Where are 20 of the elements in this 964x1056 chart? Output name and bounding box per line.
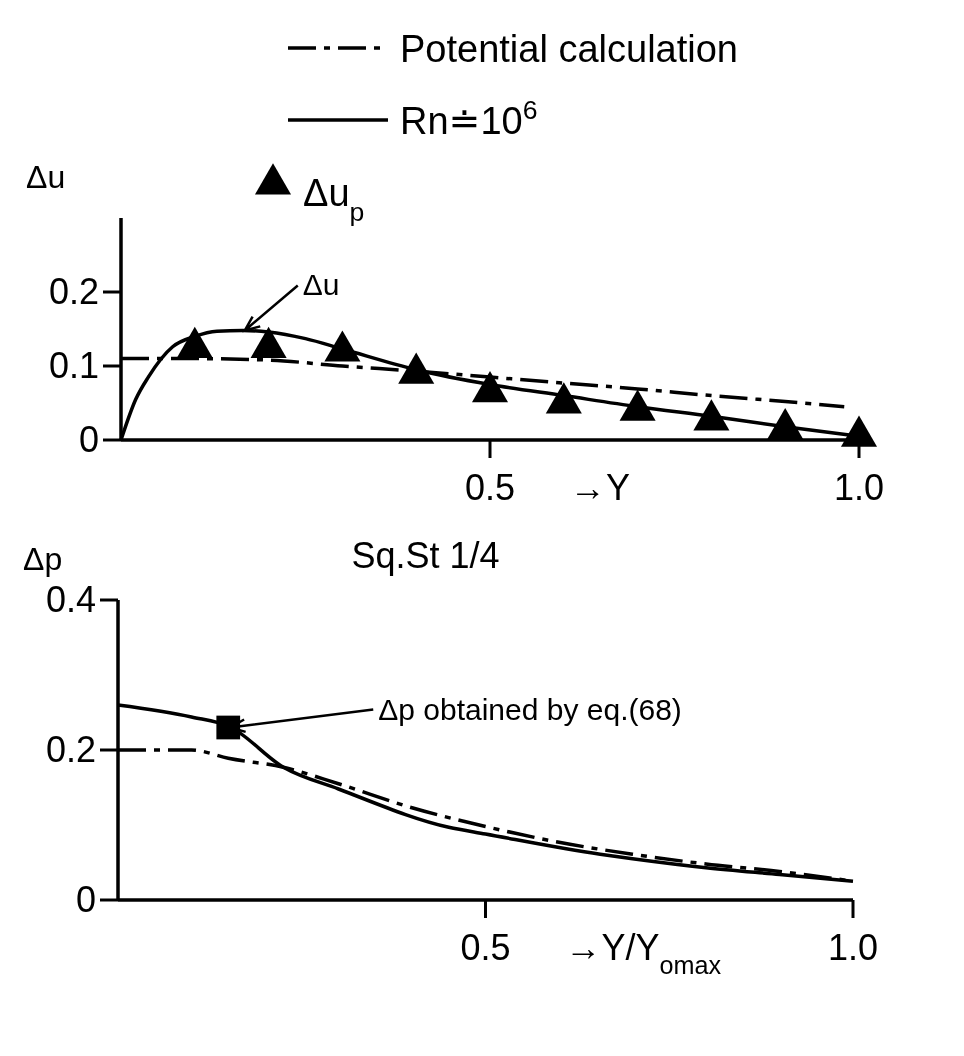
legend-label: Δu$_{p}$	[303, 172, 365, 227]
chart-title: Sq.St 1/4	[351, 535, 500, 576]
x-tick-label: 1.0	[833, 467, 885, 508]
x-tick-label: 0.5	[464, 467, 516, 508]
y-tick-label: 0.2	[45, 729, 96, 770]
annotation: Δp obtained by eq.(68)	[378, 692, 682, 726]
y-axis-title: Δp	[23, 541, 63, 577]
legend-label: Potential calculation	[400, 28, 738, 70]
y-tick-label: 0	[78, 419, 99, 460]
annotation: Δu	[302, 268, 340, 302]
y-axis-title: Δu	[26, 159, 66, 195]
y-tick-label: 0.1	[48, 345, 99, 386]
x-tick-label: 1.0	[827, 927, 879, 968]
x-axis-title: →Y/Y$_{omax}$	[565, 927, 722, 979]
y-tick-label: 0.4	[45, 579, 96, 620]
x-tick-label: 0.5	[460, 927, 511, 968]
legend-label: Rn≐10$^{6}$	[400, 95, 538, 142]
y-tick-label: 0.2	[48, 271, 99, 312]
x-axis-title: →Y	[570, 467, 631, 508]
y-tick-label: 0	[75, 879, 96, 920]
